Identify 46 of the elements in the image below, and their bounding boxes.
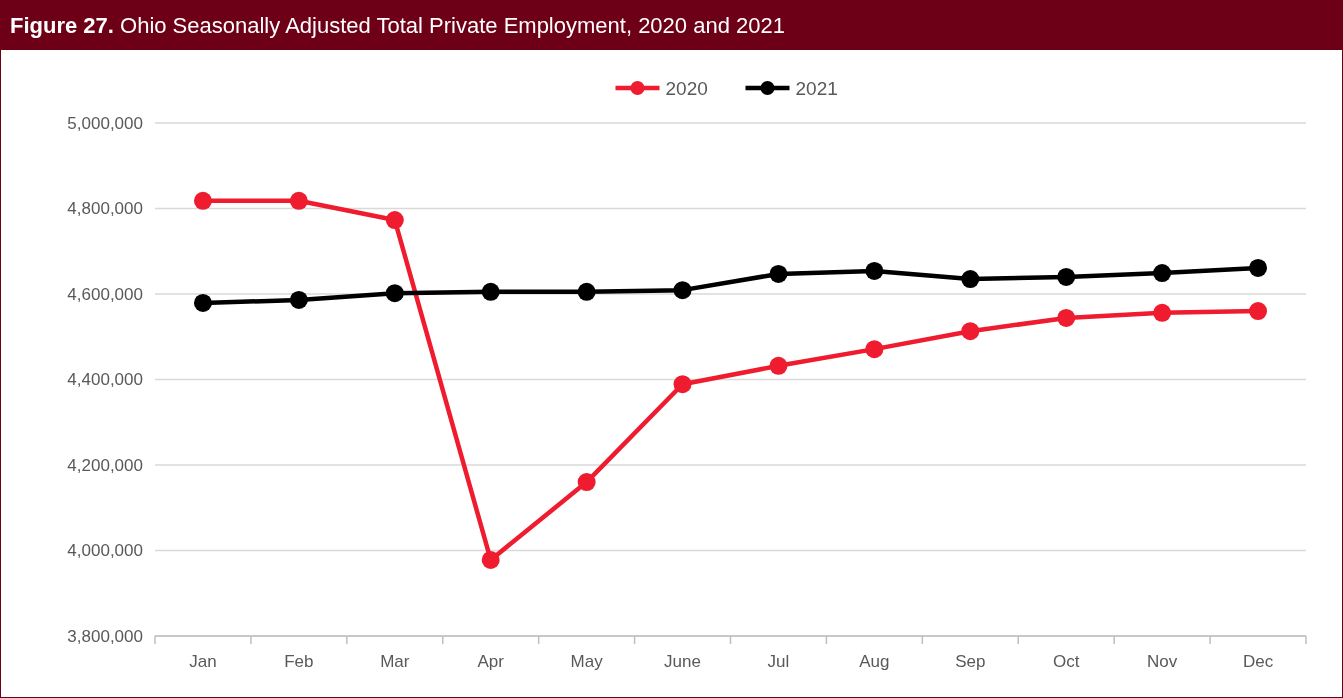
y-tick-label: 3,800,000	[67, 626, 143, 646]
y-tick-label: 5,000,000	[67, 113, 143, 133]
x-tick-label: Nov	[1147, 652, 1178, 671]
point	[1153, 264, 1172, 283]
point	[1057, 308, 1076, 327]
point	[1153, 303, 1172, 322]
x-tick-label: Sep	[955, 652, 986, 671]
legend-label: 2020	[665, 77, 708, 99]
y-tick-label: 4,800,000	[67, 199, 143, 219]
point	[289, 290, 308, 309]
x-tick-label: Oct	[1052, 652, 1080, 671]
x-tick-label: Apr	[477, 652, 505, 671]
y-tick-label: 4,400,000	[67, 370, 143, 390]
point	[769, 264, 788, 283]
chart-title: Figure 27. Ohio Seasonally Adjusted Total Private Employment, 2020 and 2021	[10, 13, 785, 38]
point	[577, 282, 596, 301]
point	[481, 282, 500, 301]
point	[1057, 267, 1076, 286]
point	[385, 284, 404, 303]
point	[865, 261, 884, 280]
point	[961, 322, 980, 341]
point	[673, 281, 692, 300]
point	[673, 375, 692, 394]
point	[289, 191, 308, 210]
x-tick-label: Jan	[189, 652, 217, 671]
point	[481, 550, 500, 569]
x-tick-label: Dec	[1242, 652, 1274, 671]
point	[193, 191, 212, 210]
x-tick-label: Aug	[859, 652, 890, 671]
point	[961, 270, 980, 289]
x-tick-label: Feb	[284, 652, 314, 671]
point	[385, 211, 404, 230]
point	[865, 340, 884, 359]
x-tick-label: Mar	[380, 652, 410, 671]
y-tick-label: 4,600,000	[67, 284, 143, 304]
x-tick-label: Jul	[767, 652, 790, 671]
point	[577, 473, 596, 492]
point	[1249, 302, 1268, 321]
legend-label: 2021	[795, 77, 838, 99]
x-tick-label: May	[570, 652, 604, 671]
y-tick-label: 4,200,000	[67, 455, 143, 475]
y-tick-label: 4,000,000	[67, 541, 143, 561]
point	[193, 293, 212, 312]
point	[769, 356, 788, 375]
point	[1249, 258, 1268, 277]
x-tick-label: June	[664, 652, 701, 671]
